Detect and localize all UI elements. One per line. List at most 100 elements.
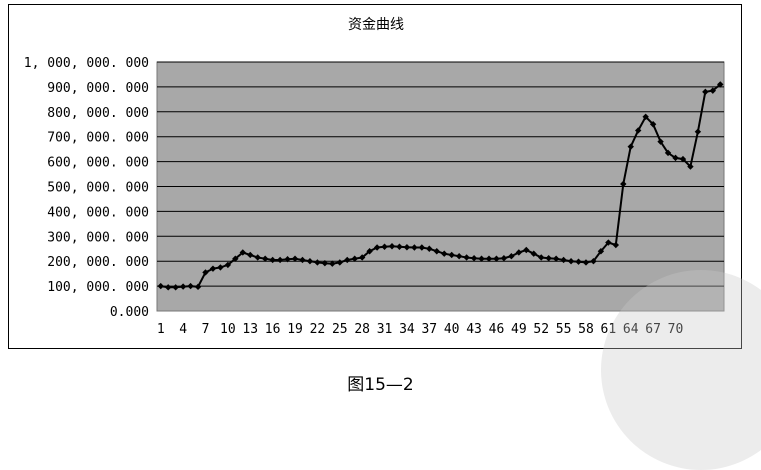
data-point (329, 260, 336, 267)
x-tick-label: 13 (242, 322, 258, 337)
y-tick-label: 600, 000. 000 (47, 156, 149, 171)
x-tick-label: 49 (511, 322, 527, 337)
data-point (582, 259, 590, 266)
x-tick-label: 4 (179, 322, 187, 337)
chart-title: 资金曲线 (348, 17, 404, 33)
data-point (620, 180, 627, 188)
data-point (538, 254, 545, 261)
data-point (224, 261, 232, 269)
y-tick-label: 900, 000. 000 (47, 81, 149, 96)
data-point (247, 251, 254, 259)
data-point (709, 87, 717, 94)
data-point (202, 269, 209, 276)
data-point (455, 253, 463, 260)
x-tick-label: 31 (377, 322, 393, 337)
data-point (441, 250, 448, 257)
x-tick-label: 43 (466, 322, 482, 337)
data-point (418, 244, 426, 251)
data-point (284, 256, 291, 263)
y-tick-label: 700, 000. 000 (47, 131, 149, 146)
data-point (463, 254, 470, 261)
data-point (276, 256, 284, 264)
data-point (597, 248, 605, 255)
data-point (679, 155, 687, 163)
data-point (217, 264, 224, 271)
data-point (433, 248, 440, 255)
data-point (523, 246, 530, 254)
data-point (164, 284, 172, 291)
data-point (545, 255, 552, 262)
x-tick-label: 64 (623, 322, 639, 337)
data-point (269, 256, 276, 264)
data-point (373, 244, 381, 251)
x-tick-label: 52 (533, 322, 549, 337)
data-point (194, 283, 202, 291)
data-point (612, 241, 620, 249)
data-point (500, 255, 508, 262)
y-tick-label: 300, 000. 000 (47, 230, 149, 245)
x-tick-label: 55 (556, 322, 572, 337)
data-point (366, 248, 373, 255)
data-point (426, 245, 433, 252)
data-point (403, 244, 411, 251)
data-point (649, 121, 657, 128)
data-point (717, 81, 724, 88)
data-point (687, 163, 694, 170)
data-point (560, 256, 567, 264)
x-tick-label: 1 (157, 322, 165, 337)
data-point (336, 259, 343, 266)
data-point (627, 143, 634, 150)
data-point (344, 256, 351, 264)
data-point (448, 251, 455, 259)
data-point (411, 244, 418, 251)
y-tick-label: 1, 000, 000. 000 (24, 56, 149, 71)
data-point (314, 259, 321, 266)
x-tick-label: 10 (220, 322, 236, 337)
data-point (702, 88, 709, 96)
data-point (179, 283, 187, 290)
data-point (157, 282, 164, 290)
data-point (635, 127, 642, 134)
series-line (160, 83, 721, 289)
x-tick-label: 58 (578, 322, 594, 337)
data-point (321, 259, 329, 267)
x-tick-label: 22 (310, 322, 326, 337)
data-point (299, 256, 306, 264)
data-point (694, 128, 702, 135)
y-tick-label: 200, 000. 000 (47, 255, 149, 270)
data-point (187, 282, 194, 290)
data-point (209, 265, 217, 272)
y-tick-label: 500, 000. 000 (47, 181, 149, 196)
chart-frame: 资金曲线 0.000 100, 000. 000 200, 000. 000 300,… (8, 4, 742, 349)
y-tick-label: 800, 000. 000 (47, 106, 149, 121)
x-tick-label: 46 (489, 322, 505, 337)
data-point (530, 250, 537, 257)
data-point (590, 258, 597, 265)
data-point (381, 243, 388, 250)
data-point (508, 253, 515, 260)
data-point (239, 249, 246, 256)
data-point (358, 254, 366, 261)
data-point (575, 258, 582, 265)
data-point (642, 113, 649, 120)
x-tick-label: 7 (202, 322, 210, 337)
data-point (657, 138, 664, 145)
data-point (672, 154, 679, 162)
y-tick-label: 0.000 (110, 305, 149, 320)
x-tick-label: 40 (444, 322, 460, 337)
x-tick-label: 19 (287, 322, 303, 337)
x-tick-label: 28 (354, 322, 370, 337)
y-tick-label: 100, 000. 000 (47, 280, 149, 295)
x-tick-label: 16 (265, 322, 281, 337)
data-point (470, 255, 478, 262)
data-point (396, 243, 403, 250)
data-point (664, 149, 672, 157)
x-tick-label: 61 (601, 322, 617, 337)
x-tick-label: 37 (421, 322, 437, 337)
x-tick-label: 67 (645, 322, 661, 337)
x-tick-label: 34 (399, 322, 415, 337)
data-point (605, 239, 612, 246)
data-point (306, 258, 314, 265)
data-point (388, 243, 396, 250)
x-tick-label: 25 (332, 322, 348, 337)
